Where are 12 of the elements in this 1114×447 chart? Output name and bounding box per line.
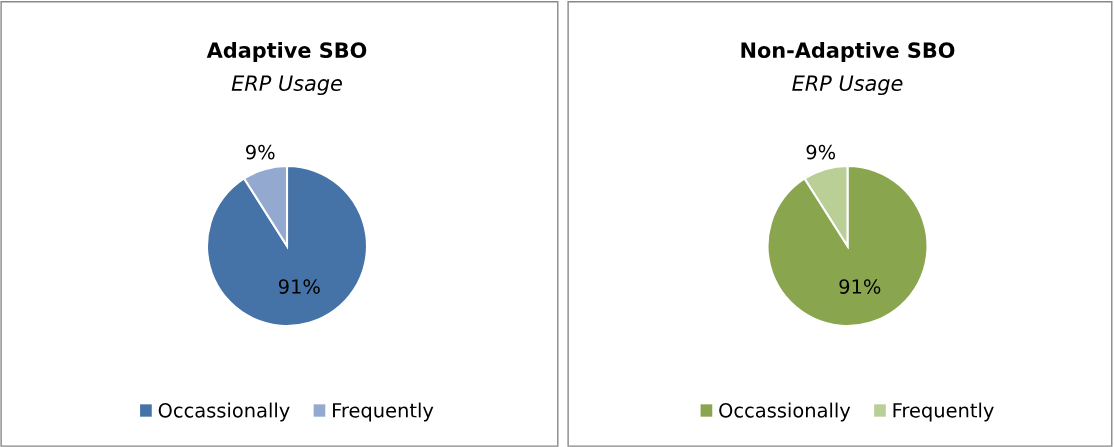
legend-label: Occassionally [719,402,851,422]
legend-label: Frequently [893,402,994,422]
data-label: 91% [839,279,881,294]
data-label: 91% [278,279,320,294]
chart-title: Adaptive SBO [206,41,367,63]
legend-label: Occassionally [158,402,290,422]
data-label: 9% [246,144,275,160]
chart-subtitle: ERP Usage [792,75,903,96]
data-label: 9% [806,144,836,160]
chart-subtitle: ERP Usage [231,75,342,96]
chart-title: Non-Adaptive SBO [741,41,955,63]
legend-label: Frequently [333,402,434,422]
